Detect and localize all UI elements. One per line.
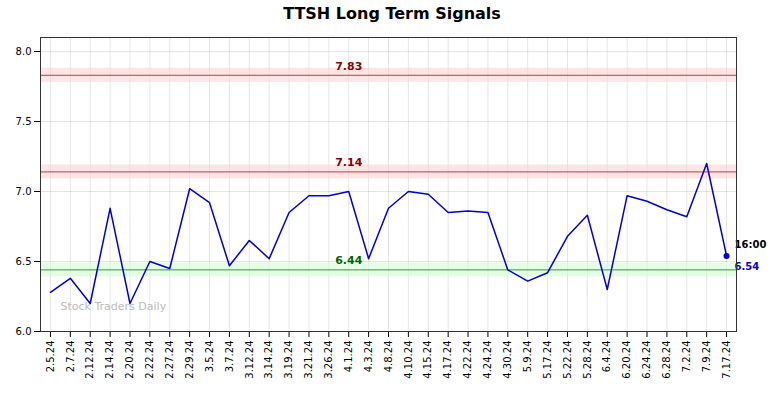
svg-text:6.5: 6.5 (16, 256, 32, 267)
svg-text:7.0: 7.0 (16, 186, 32, 197)
svg-text:16:00: 16:00 (735, 239, 767, 250)
html-text:TTSH Long Term Signals: TTSH Long Term Signals (283, 4, 501, 23)
svg-text:3.12.24: 3.12.24 (244, 341, 255, 379)
svg-text:4.10.24: 4.10.24 (403, 341, 414, 379)
svg-text:Stock Traders Daily: Stock Traders Daily (61, 300, 167, 313)
svg-text:2.12.24: 2.12.24 (84, 341, 95, 379)
svg-text:6.28.24: 6.28.24 (661, 341, 672, 379)
svg-text:7.83: 7.83 (335, 60, 362, 73)
svg-text:2.29.24: 2.29.24 (184, 341, 195, 379)
svg-text:4.17.24: 4.17.24 (442, 341, 453, 379)
svg-text:4.15.24: 4.15.24 (422, 341, 433, 379)
svg-text:2.27.24: 2.27.24 (164, 341, 175, 379)
svg-text:2.22.24: 2.22.24 (144, 341, 155, 379)
svg-text:3.26.24: 3.26.24 (323, 341, 334, 379)
svg-text:3.21.24: 3.21.24 (303, 341, 314, 379)
svg-text:4.22.24: 4.22.24 (462, 341, 473, 379)
svg-text:7.17.24: 7.17.24 (721, 341, 732, 379)
svg-text:2.7.24: 2.7.24 (65, 341, 76, 373)
svg-text:3.14.24: 3.14.24 (263, 341, 274, 379)
svg-text:6.20.24: 6.20.24 (621, 341, 632, 379)
svg-text:4.3.24: 4.3.24 (363, 341, 374, 373)
svg-text:2.14.24: 2.14.24 (104, 341, 115, 379)
svg-text:5.9.24: 5.9.24 (522, 341, 533, 373)
svg-text:2.20.24: 2.20.24 (124, 341, 135, 379)
svg-text:7.14: 7.14 (335, 156, 362, 169)
svg-text:4.8.24: 4.8.24 (383, 341, 394, 373)
svg-text:6.24.24: 6.24.24 (641, 341, 652, 379)
svg-text:7.2.24: 7.2.24 (681, 341, 692, 373)
svg-text:5.22.24: 5.22.24 (562, 341, 573, 379)
svg-text:6.44: 6.44 (335, 254, 362, 267)
svg-text:5.28.24: 5.28.24 (582, 341, 593, 379)
svg-text:2.5.24: 2.5.24 (45, 341, 56, 373)
svg-text:6.54: 6.54 (735, 261, 760, 272)
svg-text:3.7.24: 3.7.24 (224, 341, 235, 373)
svg-text:7.5: 7.5 (16, 116, 32, 127)
svg-text:6.0: 6.0 (16, 326, 32, 337)
svg-text:6.4.24: 6.4.24 (601, 341, 612, 373)
svg-text:8.0: 8.0 (16, 46, 32, 57)
svg-text:4.1.24: 4.1.24 (343, 341, 354, 373)
svg-text:3.19.24: 3.19.24 (283, 341, 294, 379)
svg-text:3.5.24: 3.5.24 (204, 341, 215, 373)
svg-text:7.9.24: 7.9.24 (701, 341, 712, 373)
svg-text:4.24.24: 4.24.24 (482, 341, 493, 379)
svg-text:4.30.24: 4.30.24 (502, 341, 513, 379)
svg-text:5.17.24: 5.17.24 (542, 341, 553, 379)
